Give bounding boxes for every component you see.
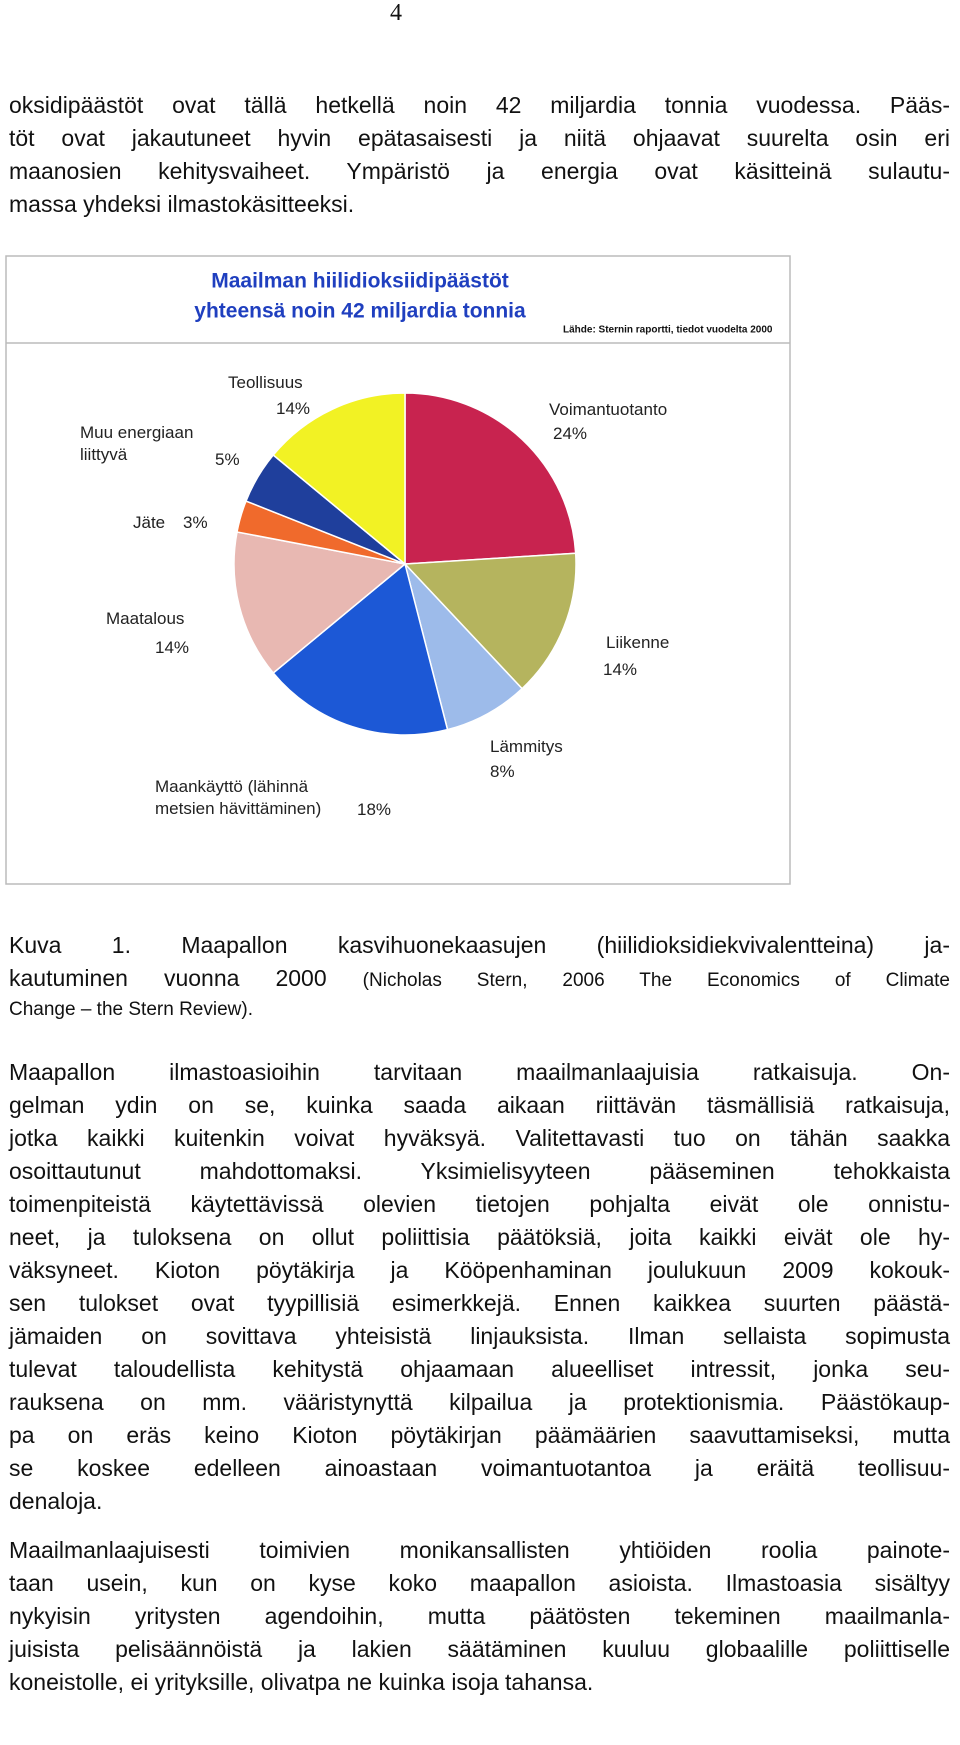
slice-label: Voimantuotanto [549, 400, 668, 419]
text-line: koneistolle, ei yrityksille, olivatpa ne… [9, 1669, 594, 1695]
caption-text: kautuminen vuonna 2000 [9, 965, 327, 991]
caption-source: Change – the Stern Review). [9, 999, 253, 1020]
pie-slice [272, 562, 449, 736]
caption-line: Kuva 1. Maapallon kasvihuonekaasujen (hi… [9, 932, 950, 958]
pie-slice [272, 392, 406, 566]
text-line: gelman ydin on se, kuinka saada aikaan r… [9, 1092, 950, 1118]
text-line: Maailmanlaajuisesti toimivien monikansal… [9, 1537, 950, 1563]
pie-slice [403, 552, 577, 690]
text-line: osoittautunut mahdottomaksi. Yksimielisy… [9, 1158, 950, 1184]
text-line: väksyneet. Kioton pöytäkirja ja Kööpenha… [9, 1257, 950, 1283]
slice-value-label: 14% [155, 638, 190, 657]
chart-subtitle: yhteensä noin 42 miljardia tonnia [194, 300, 526, 323]
slice-label: Lämmitys [490, 737, 563, 756]
text-line: pa on eräs keino Kioton pöytäkirjan pääm… [9, 1422, 950, 1448]
text-line: denaloja. [9, 1488, 103, 1514]
caption-source: (Nicholas Stern, 2006 The Economics of C… [362, 970, 950, 991]
chart-title: Maailman hiilidioksiidipäästöt [211, 270, 509, 293]
slice-label: Maatalous [106, 609, 185, 628]
page-number: 4 [390, 0, 402, 26]
text-line: jämaiden on sovittava yhteisistä linjauk… [9, 1323, 950, 1349]
text-line: Maapallon ilmastoasioihin tarvitaan maai… [9, 1059, 950, 1085]
text-line: oksidipäästöt ovat tällä hetkellä noin 4… [9, 92, 950, 118]
slice-value-label: 5% [215, 450, 240, 469]
chart-source: Lähde: Sternin raportti, tiedot vuodelta… [563, 325, 773, 336]
caption-line: kautuminen vuonna 2000 (Nicholas Stern, … [9, 962, 950, 997]
slice-label: Jäte [133, 513, 166, 532]
text-line: taan usein, kun on kyse koko maapallon a… [9, 1570, 950, 1596]
text-line: jotka kaikki kuitenkin voivat hyväksyä. … [9, 1125, 950, 1151]
slice-value-label: 8% [490, 762, 515, 781]
slice-value-label: 24% [553, 424, 588, 443]
pie-slice [404, 392, 577, 565]
text-line: juisista pelisäännöistä ja lakien säätäm… [9, 1636, 950, 1662]
slice-value-label: 14% [276, 399, 311, 418]
slice-label: Liikenne [606, 633, 670, 652]
text-line: toimenpiteistä käytettävissä olevien tie… [9, 1191, 950, 1217]
text-line: maanosien kehitysvaiheet. Ympäristö ja e… [9, 158, 950, 184]
text-line: nykyisin yritysten agendoihin, mutta pää… [9, 1603, 950, 1629]
text-line: töt ovat jakautuneet hyvin epätasaisesti… [9, 125, 950, 151]
slice-value-label: 18% [357, 800, 392, 819]
pie-slice [233, 531, 407, 675]
slice-label: Teollisuus [228, 373, 303, 392]
slice-value-label: 14% [603, 660, 638, 679]
slice-value-label: 3% [183, 513, 208, 532]
text-line: massa yhdeksi ilmastokäsitteeksi. [9, 191, 355, 217]
slice-label: Muu energiaan liittyvä [80, 423, 194, 464]
slice-label: Maankäyttö (lähinnä metsien hävittäminen… [155, 777, 322, 818]
text-line: se koskee edelleen ainoastaan voimantuot… [9, 1455, 950, 1481]
text-line: sen tulokset ovat tyypillisiä esimerkkej… [9, 1290, 950, 1316]
text-line: neet, ja tuloksena on ollut poliittisia … [9, 1224, 950, 1250]
text-line: rauksena on mm. vääristynyttä kilpailua … [9, 1389, 950, 1415]
text-line: tulevat taloudellista kehitystä ohjaamaa… [9, 1356, 950, 1382]
